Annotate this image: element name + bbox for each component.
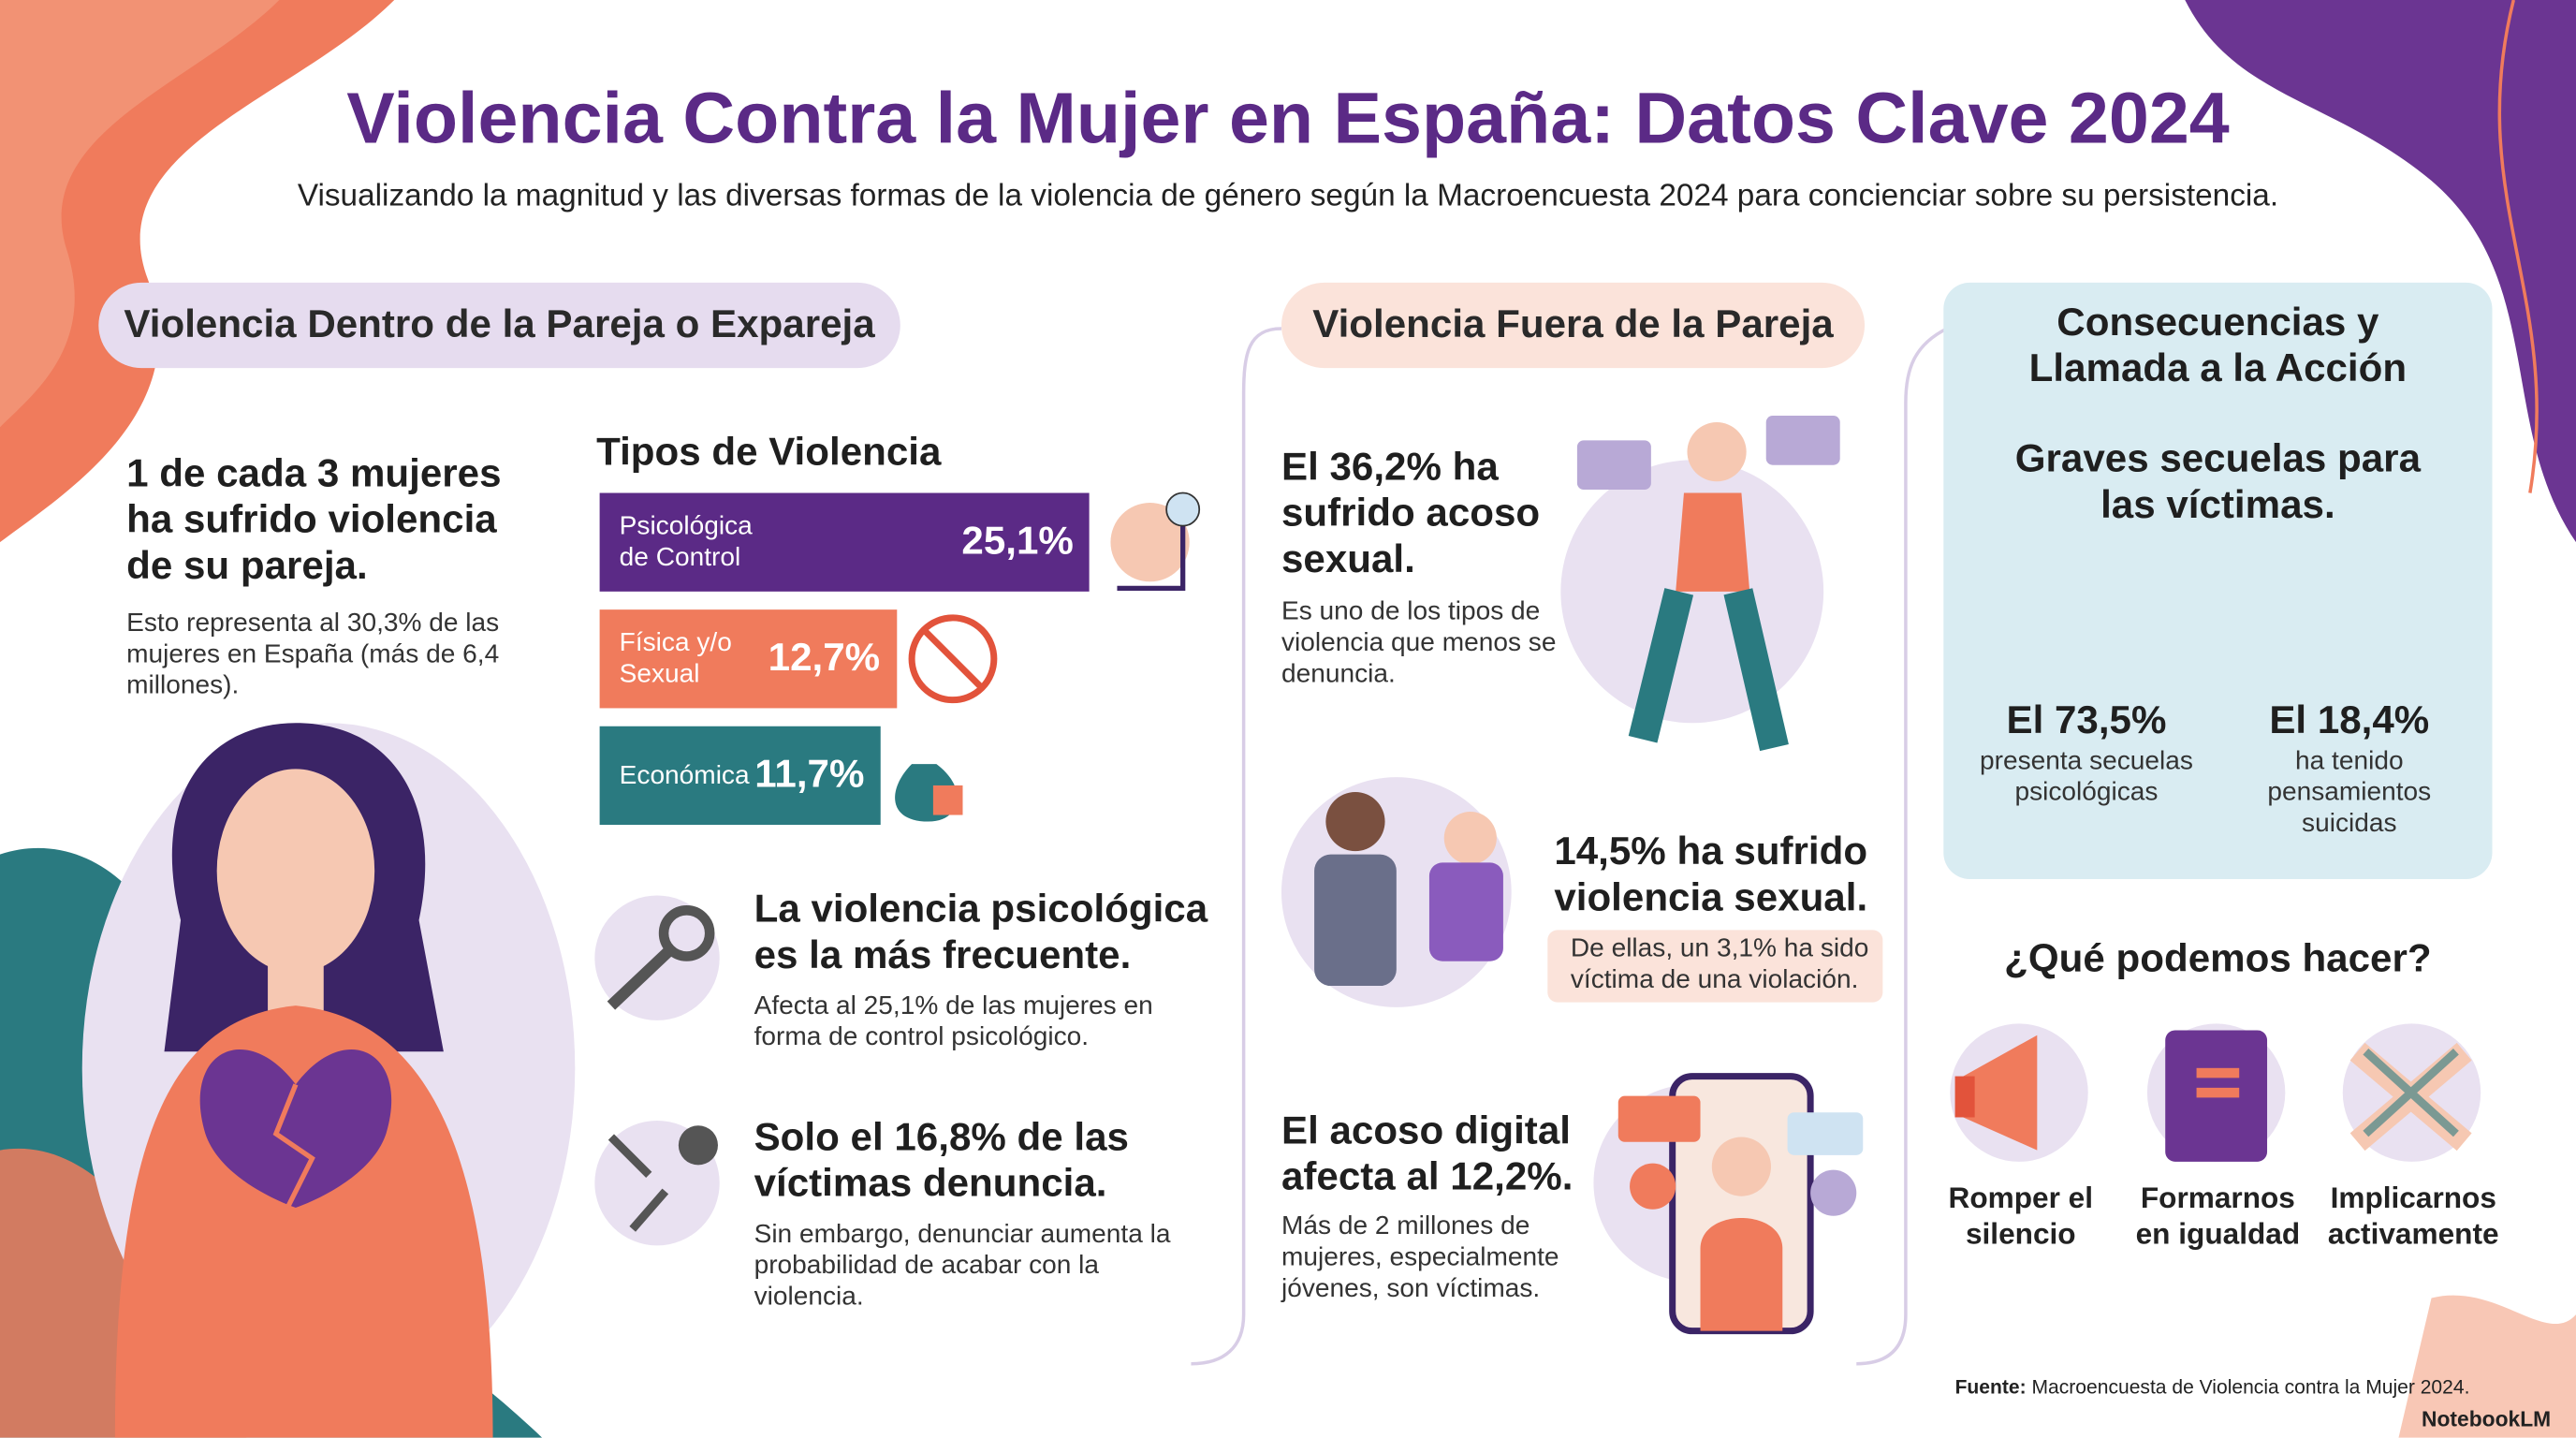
- panel-subheading: Graves secuelas para las víctimas.: [2014, 436, 2422, 528]
- consequence-text: ha tenido pensamientos suicidas: [2267, 747, 2432, 839]
- section-heading: Violencia Dentro de la Pareja o Expareja: [98, 282, 900, 369]
- stat-title: 1 de cada 3 mujeres ha sufrido violencia…: [126, 451, 502, 589]
- section-heading: Violencia Fuera de la Pareja: [1281, 282, 1866, 369]
- fact-title: El 36,2% ha sufrido acoso sexual.: [1281, 445, 1541, 582]
- bar: Económica 11,7%: [599, 726, 881, 826]
- bar-value: 12,7%: [768, 636, 881, 681]
- source: Fuente: Macroencuesta de Violencia contr…: [1955, 1375, 2470, 1399]
- fact-text: Más de 2 millones de mujeres, especialme…: [1281, 1212, 1559, 1303]
- bar: Psicológica de Control 25,1%: [599, 492, 1090, 592]
- fact-text: Es uno de los tipos de violencia que men…: [1281, 597, 1557, 689]
- fact-text: Sin embargo, denunciar aumenta la probab…: [754, 1221, 1171, 1312]
- stat-text: Esto representa al 30,3% de las mujeres …: [126, 609, 500, 700]
- action-label: Formarnos en igualdad: [2135, 1181, 2301, 1251]
- consequence-text: presenta secuelas psicológicas: [1980, 747, 2193, 807]
- bar-value: 11,7%: [754, 752, 865, 798]
- action-label: Romper el silencio: [1948, 1181, 2094, 1251]
- fact-text: Afecta al 25,1% de las mujeres en forma …: [754, 992, 1153, 1052]
- source-label: Fuente:: [1954, 1375, 2027, 1399]
- consequence-value: El 73,5%: [2006, 697, 2167, 743]
- types-title: Tipos de Violencia: [596, 430, 942, 476]
- title: Violencia Contra la Mujer en España: Dat…: [346, 79, 2230, 160]
- action-label: Implicarnos activamente: [2327, 1181, 2499, 1251]
- bar-label: Psicológica de Control: [619, 512, 753, 572]
- bar-value: 25,1%: [961, 519, 1074, 564]
- action-title: ¿Qué podemos hacer?: [2004, 936, 2432, 981]
- panel-heading: Consecuencias y Llamada a la Acción: [2028, 301, 2408, 391]
- subtitle: Visualizando la magnitud y las diversas …: [297, 179, 2279, 214]
- fact-title: Solo el 16,8% de las víctimas denuncia.: [754, 1115, 1129, 1207]
- consequences-panel: [1943, 282, 2493, 879]
- fact-note: De ellas, un 3,1% ha sido víctima de una…: [1547, 930, 1883, 1003]
- bar-label: Económica: [619, 761, 750, 790]
- fact-title: El acoso digital afecta al 12,2%.: [1281, 1108, 1573, 1200]
- source-text: Macroencuesta de Violencia contra la Muj…: [2031, 1375, 2470, 1399]
- fact-title: 14,5% ha sufrido violencia sexual.: [1554, 829, 1868, 920]
- fact-title: La violencia psicológica es la más frecu…: [754, 887, 1208, 978]
- consequence-value: El 18,4%: [2269, 697, 2430, 743]
- brand: NotebookLM: [2422, 1406, 2552, 1431]
- bar-label: Física y/o Sexual: [619, 629, 732, 689]
- bar: Física y/o Sexual 12,7%: [599, 609, 897, 709]
